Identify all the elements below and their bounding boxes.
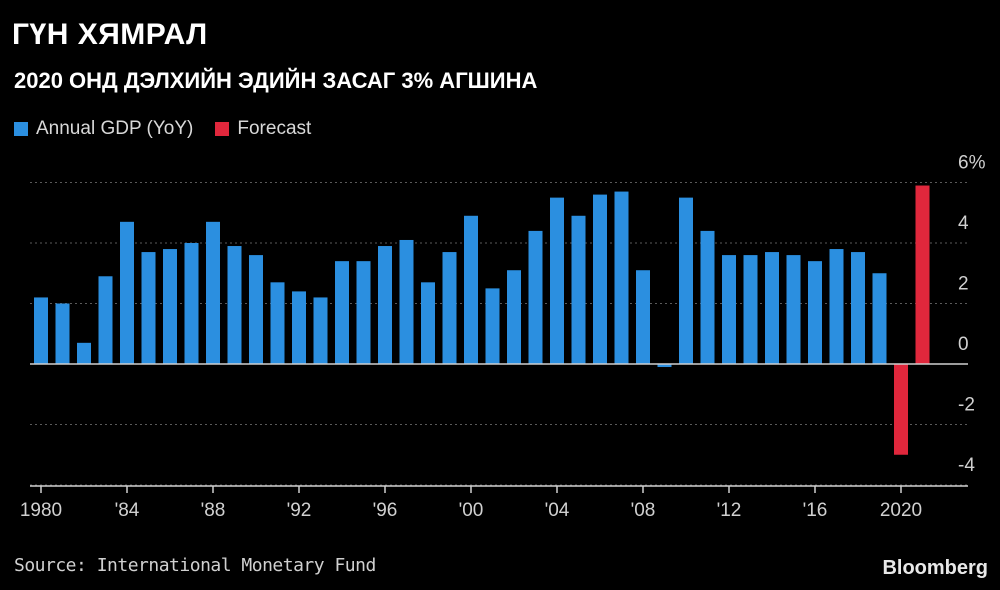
x-tick-label: '04 [545,500,570,521]
bar-annual-gdp [571,215,586,364]
brand-logo: Bloomberg [882,557,988,579]
bar-annual-gdp [851,252,865,364]
y-tick-label: -2 [958,395,975,416]
bar-annual-gdp [786,255,801,364]
bar-annual-gdp [292,291,306,364]
chart-title: ГҮН ХЯМРАЛ [12,18,208,51]
x-tick-label: '00 [459,500,484,521]
bar-annual-gdp [120,221,134,364]
x-tick-label: '88 [201,500,226,521]
bar-annual-gdp [184,243,199,364]
bar-annual-gdp [464,215,478,364]
legend-label-annual-gdp: Annual GDP (YoY) [36,118,194,139]
bar-annual-gdp [98,276,113,364]
bar-annual-gdp [335,261,349,364]
x-tick-label: '12 [717,500,742,521]
y-tick-label: 0 [958,334,969,355]
bar-annual-gdp [227,246,242,364]
x-tick-label: '16 [803,500,828,521]
bar-annual-gdp [636,270,650,364]
y-tick-label: -4 [958,455,975,476]
bar-annual-gdp [77,342,91,364]
bar-annual-gdp [399,239,414,364]
bar-annual-gdp [421,282,435,364]
bar-annual-gdp [249,255,263,364]
x-tick-label: '96 [373,500,398,521]
chart-subtitle: 2020 ОНД ДЭЛХИЙН ЭДИЙН ЗАСАГ 3% АГШИНА [14,68,538,93]
bar-annual-gdp [593,194,607,364]
bar-annual-gdp [34,297,48,364]
x-tick-label: '84 [115,500,140,521]
bar-annual-gdp [872,273,887,364]
x-tick-label: '92 [287,500,312,521]
bar-annual-gdp [163,249,177,364]
bar-annual-gdp [313,297,328,364]
bar-annual-gdp [356,261,371,364]
bar-annual-gdp [657,364,672,368]
legend-swatch-blue [14,122,28,136]
bar-annual-gdp [141,252,156,364]
legend-item-annual-gdp: Annual GDP (YoY) [14,118,193,140]
legend-label-forecast: Forecast [237,118,312,139]
bar-annual-gdp [206,221,220,364]
bar-forecast [915,185,930,364]
bar-annual-gdp [743,255,758,364]
bar-forecast [894,364,908,455]
bar-annual-gdp [485,288,500,364]
bar-annual-gdp [679,197,693,364]
bar-annual-gdp [270,282,285,364]
bar-annual-gdp [378,246,392,364]
bar-annual-gdp [765,252,779,364]
bar-annual-gdp [550,197,564,364]
legend-item-forecast: Forecast [215,118,311,140]
y-tick-label: 2 [958,274,969,295]
bar-annual-gdp [55,303,70,364]
legend: Annual GDP (YoY) Forecast [14,118,333,140]
x-tick-label: 1980 [20,500,62,521]
bar-annual-gdp [507,270,521,364]
bar-annual-gdp [829,249,844,364]
legend-swatch-red [215,122,230,136]
bar-annual-gdp [528,230,543,364]
bar-annual-gdp [808,261,822,364]
y-tick-label: 4 [958,213,969,234]
x-tick-label: 2020 [880,500,922,521]
bar-annual-gdp [442,252,457,364]
source-note: Source: International Monetary Fund [14,555,376,576]
bar-annual-gdp [700,230,715,364]
y-tick-label: 6% [958,153,986,174]
x-tick-label: '08 [631,500,656,521]
bar-annual-gdp [722,255,736,364]
bar-annual-gdp [614,191,629,364]
